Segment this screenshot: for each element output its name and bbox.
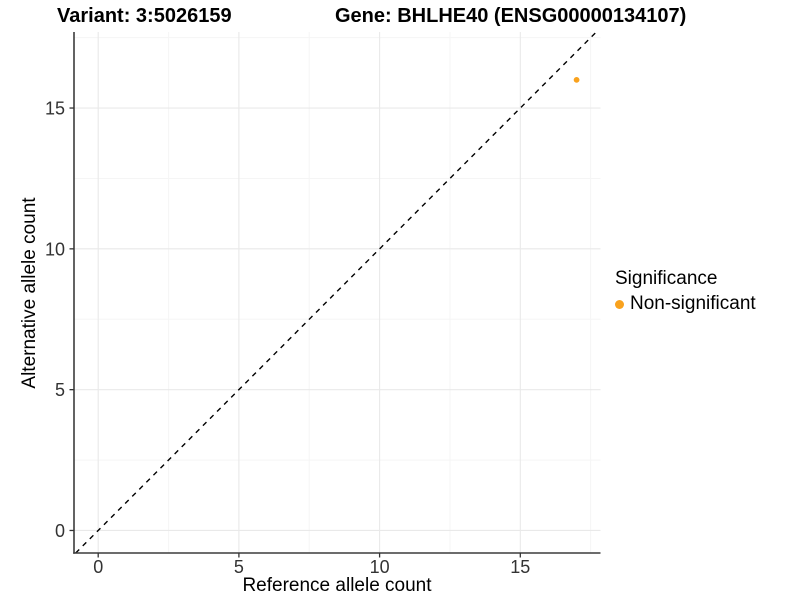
x-tick-label: 5 <box>234 557 244 577</box>
x-tick-label: 10 <box>370 557 390 577</box>
y-tick-label: 0 <box>55 521 65 541</box>
x-tick-label: 15 <box>510 557 530 577</box>
plot-title-gene: Gene: BHLHE40 (ENSG00000134107) <box>335 5 687 27</box>
legend-point-icon <box>615 299 624 309</box>
y-tick-label: 10 <box>45 239 65 259</box>
y-tick-label: 5 <box>55 380 65 400</box>
y-tick-label: 15 <box>45 99 65 119</box>
data-point <box>573 76 580 83</box>
legend-item: Non-significant <box>615 293 756 315</box>
y-axis-title: Alternative allele count <box>19 197 40 389</box>
legend-item-label: Non-significant <box>630 293 756 314</box>
legend: Significance Non-significant <box>615 268 756 315</box>
legend-title: Significance <box>615 268 718 289</box>
x-axis-title: Reference allele count <box>242 575 432 596</box>
identity-line <box>75 31 597 554</box>
x-tick-label: 0 <box>93 557 103 577</box>
plot-title-variant: Variant: 3:5026159 <box>57 5 232 27</box>
